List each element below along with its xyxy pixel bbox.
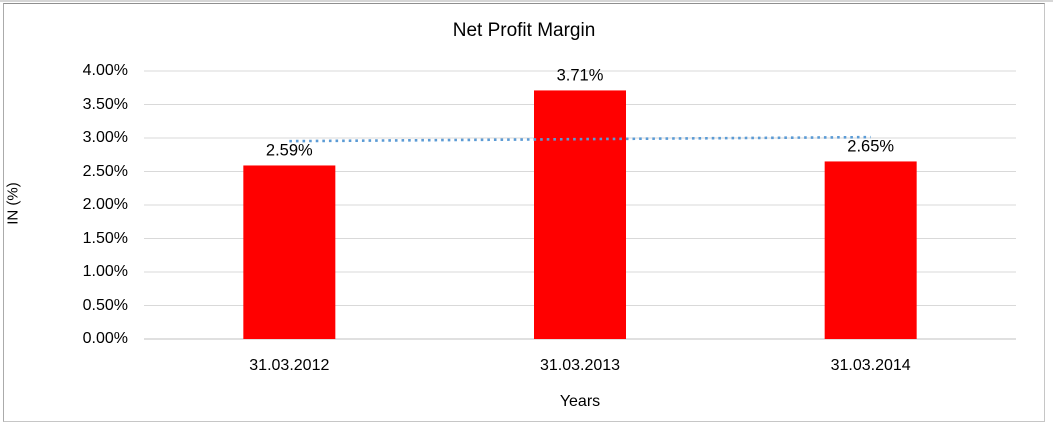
y-axis-title: IN (%) — [4, 182, 22, 225]
y-tick-label: 2.00% — [82, 196, 128, 213]
data-label: 3.71% — [557, 66, 604, 84]
x-tick-label: 31.03.2014 — [830, 357, 911, 374]
chart-container: 2.59% 3.71% 2.65% Net Profit Margin IN (%)… — [3, 3, 1045, 422]
y-tick-label: 4.00% — [82, 62, 128, 79]
x-tick-label: 31.03.2012 — [249, 357, 330, 374]
y-tick-label: 1.50% — [82, 229, 128, 247]
y-tick-label: 1.00% — [82, 263, 128, 280]
plot-area: 2.59% 3.71% 2.65% — [144, 66, 1016, 340]
y-tick-label: 0.50% — [82, 296, 128, 314]
x-tick-label: 31.03.2013 — [539, 357, 621, 374]
y-tick-label: 3.00% — [82, 129, 128, 146]
bar-31.03.2013 — [534, 90, 626, 340]
y-tick-label: 2.50% — [82, 162, 128, 180]
data-label: 2.59% — [266, 141, 313, 159]
bar-31.03.2014 — [824, 161, 917, 339]
chart-title: Net Profit Margin — [452, 20, 596, 41]
trendline — [289, 135, 871, 143]
page-top-edge — [0, 0, 1053, 2]
data-label: 2.65% — [847, 137, 894, 155]
x-axis-title: Years — [559, 393, 601, 410]
y-tick-label: 0.00% — [82, 330, 128, 347]
y-tick-label: 3.50% — [82, 95, 128, 113]
bar-31.03.2012 — [243, 165, 336, 339]
